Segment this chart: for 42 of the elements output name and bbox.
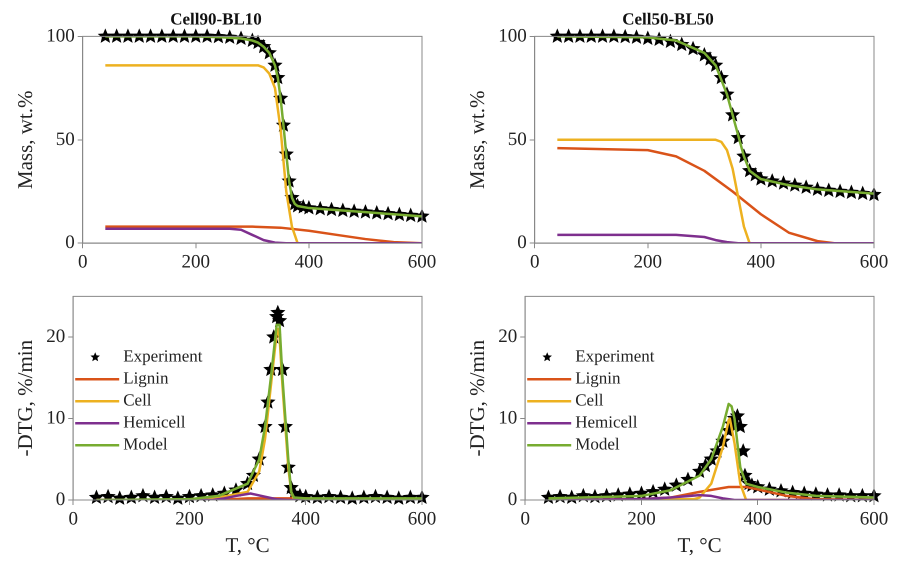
- y-tick-label: 50: [56, 128, 75, 150]
- legend-label: Experiment: [575, 346, 655, 366]
- chart-title: Cell90-BL10: [170, 10, 262, 29]
- y-tick-label: 10: [46, 408, 66, 429]
- y-tick-label: 0: [65, 232, 75, 254]
- x-tick-label: 200: [175, 508, 204, 530]
- x-tick-label: 400: [294, 252, 324, 273]
- y-axis-title: -DTG, %/min: [465, 339, 490, 457]
- y-tick-label: 20: [498, 326, 518, 348]
- chart-title: Cell50-BL50: [622, 10, 714, 29]
- x-axis-title: T, °C: [678, 532, 722, 557]
- y-tick-label: 20: [46, 326, 66, 348]
- legend-label: Cell: [123, 390, 152, 410]
- y-tick-label: 0: [517, 232, 527, 254]
- y-tick-label: 100: [498, 25, 527, 46]
- x-tick-label: 600: [860, 252, 888, 273]
- x-tick-label: 600: [408, 508, 436, 530]
- x-axis-title: T, °C: [226, 532, 270, 557]
- y-tick-label: 10: [498, 408, 518, 429]
- x-tick-label: 400: [743, 508, 772, 530]
- legend-label: Hemicell: [123, 412, 186, 432]
- x-tick-label: 600: [408, 252, 436, 273]
- y-axis-title: Mass, wt.%: [13, 90, 38, 190]
- x-tick-label: 400: [746, 252, 776, 273]
- legend-label: Hemicell: [575, 412, 638, 432]
- y-axis-title: -DTG, %/min: [13, 339, 38, 457]
- x-tick-label: 200: [627, 508, 656, 530]
- legend-label: Experiment: [123, 346, 203, 366]
- legend-label: Lignin: [575, 368, 622, 388]
- legend-label: Model: [123, 434, 168, 454]
- legend-label: Model: [575, 434, 620, 454]
- x-tick-label: 600: [860, 508, 888, 530]
- y-tick-label: 100: [46, 25, 75, 46]
- y-tick-label: 0: [508, 488, 518, 510]
- y-tick-label: 0: [56, 488, 66, 510]
- legend-label: Lignin: [123, 368, 170, 388]
- x-tick-label: 200: [634, 252, 662, 273]
- x-tick-label: 200: [182, 252, 210, 273]
- y-tick-label: 50: [508, 128, 527, 150]
- y-axis-title: Mass, wt.%: [465, 90, 490, 190]
- x-tick-label: 400: [291, 508, 320, 530]
- legend-label: Cell: [575, 390, 604, 410]
